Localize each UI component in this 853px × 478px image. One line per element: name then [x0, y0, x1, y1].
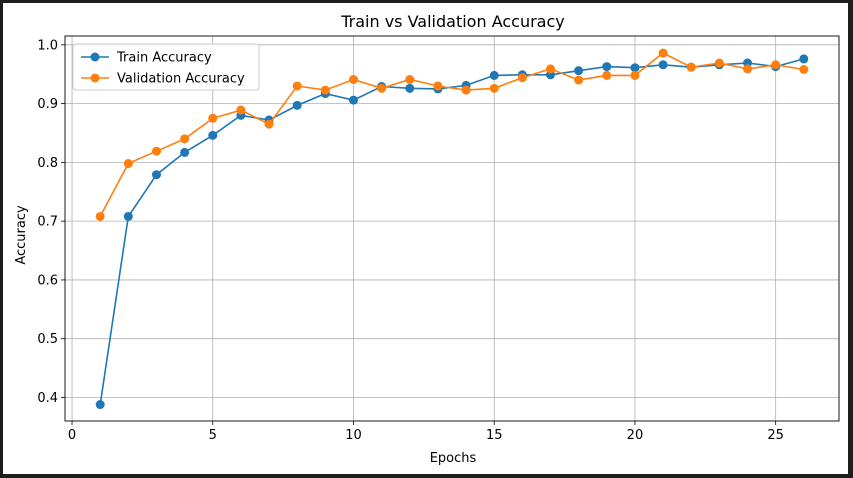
data-point-1: [517, 73, 527, 83]
data-point-1: [461, 85, 471, 95]
data-point-0: [123, 211, 133, 221]
series-layer: [95, 48, 809, 410]
data-point-0: [180, 147, 190, 157]
x-tick-label: 0: [68, 428, 76, 443]
data-point-1: [602, 70, 612, 80]
x-tick-label: 25: [767, 428, 784, 443]
data-point-0: [208, 130, 218, 140]
data-point-0: [151, 170, 161, 180]
chart-title: Train vs Validation Accuracy: [340, 12, 565, 31]
grid: [65, 36, 839, 421]
legend-label: Validation Accuracy: [117, 72, 245, 87]
data-point-0: [95, 400, 105, 410]
axes: 0 5 10 15 20 25 0.4 0.5 0.6 0.7 0.8 0.9 1.0: [37, 35, 840, 443]
x-tick-label: 10: [345, 428, 362, 443]
y-tick-label: 0.8: [37, 156, 58, 171]
data-point-0: [405, 83, 415, 93]
data-point-0: [489, 70, 499, 80]
data-point-1: [264, 119, 274, 129]
data-point-0: [630, 63, 640, 73]
legend: Train Accuracy Validation Accuracy: [72, 43, 260, 91]
data-point-1: [658, 48, 668, 58]
data-point-1: [799, 65, 809, 75]
y-tick-label: 0.5: [37, 332, 58, 347]
data-point-1: [95, 211, 105, 221]
x-axis-label: Epochs: [430, 451, 477, 466]
y-axis-label: Accuracy: [14, 205, 29, 265]
x-tick-label: 5: [209, 428, 217, 443]
series-line-1: [99, 52, 804, 217]
data-point-1: [686, 62, 696, 72]
data-point-1: [433, 81, 443, 91]
line-chart: Train vs Validation Accuracy 0 5 10 15 20 250…: [14, 12, 840, 466]
legend-label: Train Accuracy: [116, 51, 212, 66]
x-tick-label: 15: [486, 428, 503, 443]
data-point-1: [714, 58, 724, 68]
plot-frame: [64, 35, 840, 422]
legend-swatch-marker: [90, 73, 100, 83]
data-point-1: [630, 70, 640, 80]
series-line-0: [99, 58, 805, 405]
data-point-0: [658, 60, 668, 70]
data-point-1: [151, 146, 161, 156]
data-point-1: [320, 85, 330, 95]
y-tick-label: 0.4: [37, 391, 58, 406]
data-point-1: [292, 81, 302, 91]
data-point-1: [489, 83, 499, 93]
figure: Train vs Validation Accuracy 0 5 10 15 20 25 0…: [3, 3, 848, 474]
data-point-1: [377, 83, 387, 93]
data-point-1: [123, 159, 133, 169]
data-point-1: [236, 105, 246, 115]
data-point-1: [771, 60, 781, 70]
x-tick-label: 20: [627, 428, 644, 443]
y-tick-label: 1.0: [37, 38, 58, 53]
data-point-0: [292, 100, 302, 110]
data-point-0: [799, 54, 809, 64]
y-tick-label: 0.7: [37, 215, 58, 230]
legend-swatch-marker: [90, 52, 100, 62]
data-point-0: [574, 66, 584, 76]
legend-box: [72, 43, 260, 91]
data-point-0: [348, 95, 358, 105]
data-point-1: [743, 64, 753, 74]
data-point-1: [208, 113, 218, 123]
y-tick-label: 0.6: [37, 273, 58, 288]
data-point-1: [546, 64, 556, 74]
data-point-1: [574, 75, 584, 85]
data-point-1: [405, 74, 415, 84]
y-tick-label: 0.9: [37, 97, 58, 112]
data-point-1: [348, 74, 358, 84]
data-point-0: [602, 62, 612, 72]
data-point-1: [180, 134, 190, 144]
